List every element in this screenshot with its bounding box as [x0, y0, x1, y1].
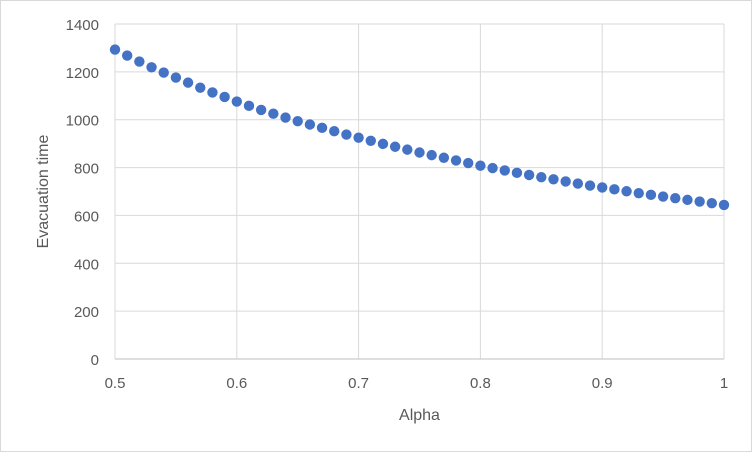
x-tick-label: 1 — [720, 375, 728, 392]
data-point — [463, 157, 474, 169]
data-point — [182, 77, 194, 88]
gridlines — [114, 23, 725, 359]
data-point — [536, 171, 547, 183]
data-point — [487, 162, 498, 174]
data-point — [621, 186, 632, 197]
x-tick-label: 0.8 — [470, 375, 491, 392]
data-points — [109, 44, 730, 211]
data-point — [609, 184, 620, 195]
y-tick-label: 1200 — [66, 65, 99, 82]
data-point — [170, 72, 182, 83]
y-tick-label: 600 — [74, 208, 99, 225]
data-point — [475, 160, 486, 171]
data-point — [316, 122, 328, 134]
x-axis-label: Alpha — [399, 407, 440, 424]
data-point — [158, 67, 169, 78]
data-point — [389, 141, 401, 152]
y-axis-label: Evacuation time — [35, 134, 52, 248]
x-tick-label: 0.5 — [105, 375, 126, 392]
data-point — [450, 155, 462, 166]
data-point — [134, 56, 145, 67]
data-point — [292, 115, 303, 127]
y-tick-label: 0 — [91, 352, 99, 369]
y-tick-label: 800 — [74, 161, 99, 178]
x-tick-label: 0.6 — [226, 375, 247, 392]
data-point — [341, 129, 352, 140]
data-point — [268, 108, 279, 119]
data-point — [353, 132, 364, 143]
y-tick-label: 1000 — [66, 113, 99, 130]
data-point — [426, 149, 437, 161]
data-point — [499, 165, 510, 176]
data-point — [694, 196, 705, 207]
data-point — [243, 100, 255, 112]
data-point — [523, 169, 535, 181]
data-point — [597, 182, 608, 193]
data-point — [207, 87, 218, 98]
data-point — [548, 174, 559, 185]
data-point — [438, 152, 450, 163]
data-point — [109, 44, 121, 55]
data-point — [219, 91, 230, 103]
data-point — [377, 138, 389, 150]
data-point — [365, 135, 376, 146]
data-point — [304, 119, 316, 130]
data-point — [255, 104, 267, 116]
data-point — [584, 180, 596, 191]
data-point — [657, 191, 669, 202]
data-point — [195, 82, 206, 93]
y-tick-label: 1400 — [66, 17, 99, 34]
data-point — [121, 50, 133, 61]
data-point — [146, 62, 157, 73]
y-tick-label: 400 — [74, 256, 99, 273]
y-tick-label: 200 — [74, 304, 99, 321]
data-point — [670, 193, 681, 204]
data-point — [329, 126, 340, 137]
x-tick-label: 0.9 — [592, 375, 613, 392]
data-point — [706, 198, 718, 209]
data-point — [511, 167, 523, 179]
x-tick-label: 0.7 — [348, 375, 369, 392]
data-point — [414, 147, 425, 158]
tick-labels: 0 200 400 600 800 1000 1200 1400 0.5 0.6 0.7 0.8 0.9… — [66, 17, 729, 392]
data-point — [231, 96, 242, 107]
data-point — [645, 189, 657, 201]
data-point — [402, 144, 413, 155]
data-point — [718, 199, 730, 211]
data-point — [572, 178, 584, 189]
data-point — [280, 112, 291, 123]
data-point — [633, 187, 644, 199]
data-point — [682, 194, 693, 206]
data-point — [560, 176, 571, 187]
